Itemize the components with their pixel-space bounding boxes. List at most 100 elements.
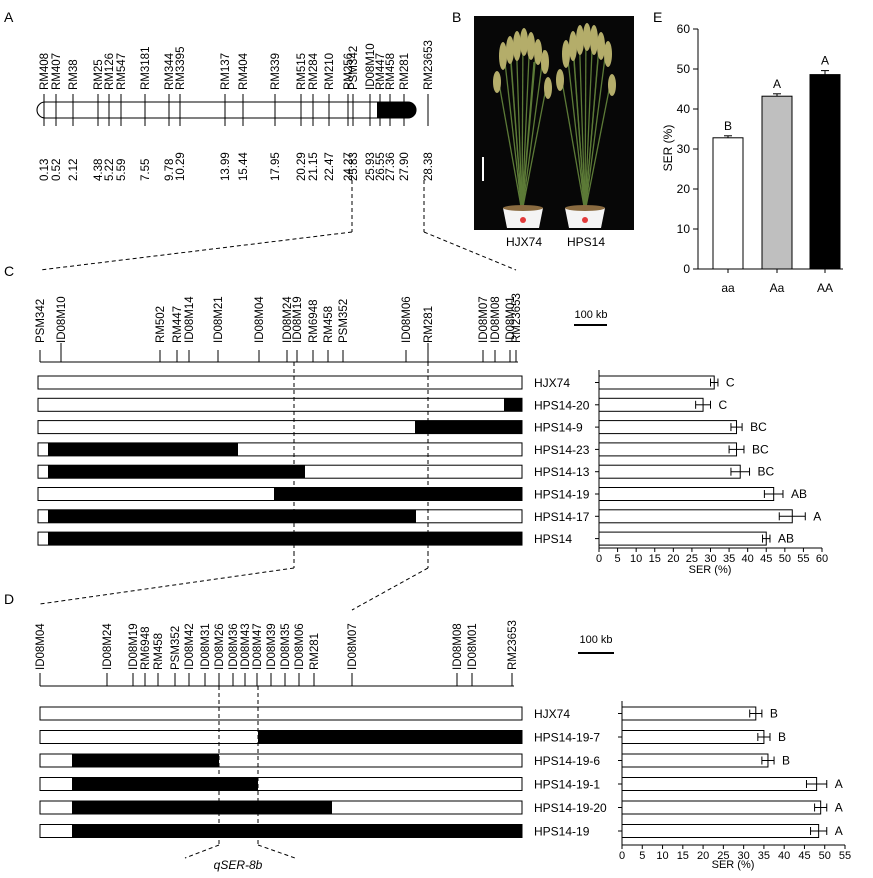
c-x-tick-label: 30	[704, 553, 716, 565]
d-significance-letter: B	[778, 730, 786, 744]
a-marker-label: RM3395	[175, 47, 187, 90]
c-introgression-segment	[415, 420, 522, 434]
e-y-tick-label: 20	[677, 182, 691, 196]
rice-panicles-hps14	[556, 23, 616, 96]
c-x-tick-label: 10	[630, 553, 642, 565]
rice-plant-hjx74	[496, 29, 549, 213]
e-y-tick-label: 60	[677, 22, 691, 36]
panel-d-fine-map: ID08M04 ID08M24 ID08M19 RM6948 RM458 PSM352 ID…	[35, 620, 851, 872]
a-marker-position: 15.44	[238, 152, 250, 181]
e-y-tick-label: 40	[677, 102, 691, 116]
c-significance-letter: BC	[750, 420, 767, 434]
d-significance-letter: A	[835, 801, 843, 815]
c-marker-label: RM502	[155, 306, 167, 343]
d-marker-label: ID08M39	[266, 623, 278, 670]
a-marker-position: 21.15	[308, 152, 320, 181]
d-x-tick-label: 35	[758, 850, 770, 862]
c-bar	[598, 531, 767, 546]
d-significance-letter: A	[835, 824, 843, 838]
a-marker-label: RM458	[385, 53, 397, 90]
d-x-tick-label: 50	[819, 850, 831, 862]
d-marker-label: ID08M42	[184, 623, 196, 670]
c-x-tick-label: 0	[596, 553, 602, 565]
c-x-tick-label: 5	[615, 553, 621, 565]
rice-plant-hps14	[559, 24, 613, 213]
a-marker-position: 27.90	[399, 152, 411, 181]
d-marker-label: ID08M07	[347, 623, 359, 670]
c-bar	[598, 375, 715, 390]
chromosome-introgression-segment	[377, 102, 416, 118]
panel-letter-b: B	[452, 9, 461, 25]
c-bar	[598, 420, 738, 435]
a-marker-label: RM407	[51, 53, 63, 90]
panel-a-chromosome-map: RM408 RM407 RM38 RM25 RM126 RM547 RM3181 RM344 R…	[36, 40, 435, 181]
c-bar	[598, 487, 775, 501]
d-bar	[621, 824, 820, 838]
d-line-name: HPS14-19-7	[534, 731, 600, 745]
d-x-tick-label: 0	[619, 850, 625, 862]
c-marker-label: RM458	[323, 306, 335, 343]
c-x-tick-label: 25	[686, 553, 698, 565]
d-marker-label: ID08M08	[452, 623, 464, 670]
d-x-axis-title: SER (%)	[712, 859, 755, 871]
c-scale-label: 100 kb	[574, 309, 607, 321]
e-significance-letter: A	[773, 77, 781, 91]
a-marker-position: 2.12	[68, 159, 80, 181]
rice-panicles-hjx74	[493, 28, 552, 99]
e-significance-letter: B	[724, 119, 732, 133]
c-line-name: HPS14-23	[534, 443, 590, 457]
d-qtl-bracket-right	[257, 844, 296, 859]
c-x-tick-label: 45	[760, 553, 772, 565]
d-bar	[621, 800, 822, 815]
c-introgression-segment	[48, 465, 305, 479]
a-marker-position: 0.13	[39, 159, 51, 181]
c-genotype-bar	[37, 397, 523, 412]
d-qtl-bracket-left	[184, 844, 220, 859]
d-marker-label: ID08M31	[200, 623, 212, 670]
a-marker-position: 9.78	[164, 159, 176, 181]
d-scale-label: 100 kb	[579, 634, 612, 646]
a-marker-label: RM408	[39, 53, 51, 90]
c-line-name: HPS14-19	[534, 488, 590, 502]
a-marker-label: RM404	[238, 52, 250, 90]
c-introgression-segment	[274, 487, 522, 501]
c-marker-label: RM281	[423, 306, 435, 343]
d-marker-label: ID08M47	[252, 623, 264, 670]
c-significance-letter: AB	[778, 532, 794, 546]
a-marker-label: RM284	[308, 52, 320, 90]
d-marker-label: ID08M06	[294, 623, 306, 670]
photo-label-hjx74: HJX74	[506, 235, 542, 249]
c-bar	[598, 397, 704, 412]
a-marker-position: 5.22	[104, 159, 116, 181]
d-x-tick-label: 55	[839, 850, 851, 862]
d-line-name: HPS14-19-6	[534, 754, 600, 768]
d-significance-letter: A	[835, 777, 843, 791]
zoom-line-c-d-left-diag	[39, 567, 295, 605]
d-x-tick-label: 25	[717, 850, 729, 862]
c-bar	[598, 442, 738, 457]
a-marker-label: PSM342	[348, 46, 360, 90]
d-marker-label: ID08M24	[102, 623, 114, 670]
d-x-tick-label: 40	[778, 850, 790, 862]
e-bar	[809, 74, 841, 270]
a-marker-label: ID08M10	[365, 43, 377, 90]
a-marker-label: RM25	[93, 59, 105, 90]
d-introgression-segment	[258, 730, 522, 744]
d-qtl-label: qSER-8b	[214, 858, 263, 872]
c-line-name: HPS14-20	[534, 398, 590, 412]
a-marker-label: RM126	[104, 53, 116, 90]
panel-letter-c: C	[4, 263, 14, 279]
d-bar	[621, 706, 757, 721]
c-significance-letter: BC	[752, 442, 769, 456]
c-significance-letter: C	[719, 398, 728, 412]
d-marker-label: ID08M43	[240, 623, 252, 670]
d-marker-label: PSM352	[170, 626, 182, 670]
d-marker-label: RM458	[153, 633, 165, 670]
c-introgression-segment	[48, 532, 522, 546]
a-marker-position: 27.36	[385, 152, 397, 181]
e-y-axis-title: SER (%)	[661, 125, 675, 172]
d-x-tick-label: 30	[738, 850, 750, 862]
chromosome-bar	[36, 101, 417, 119]
d-marker-label: ID08M04	[35, 623, 47, 670]
c-marker-label: PSM342	[35, 299, 47, 343]
